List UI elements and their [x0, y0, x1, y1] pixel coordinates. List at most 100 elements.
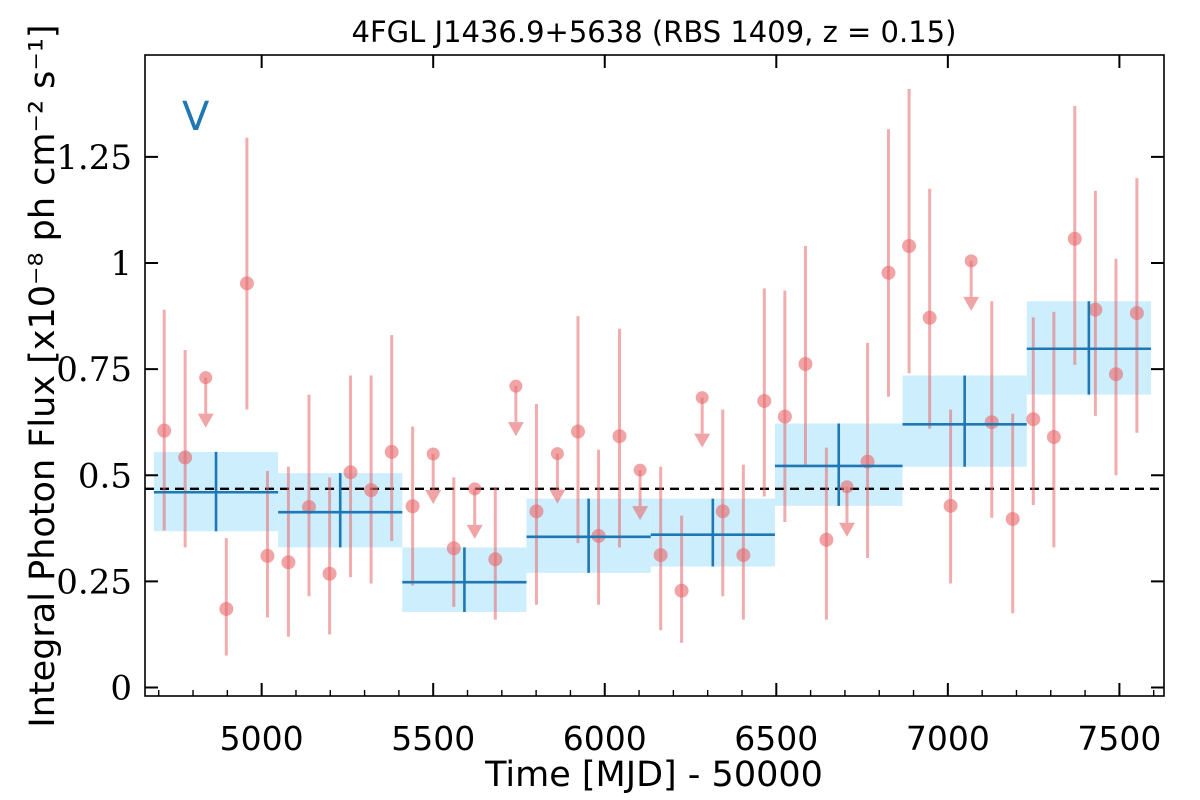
monthly-points-layer [157, 88, 1144, 656]
monthly-point-38 [1129, 178, 1144, 433]
monthly-point-25 [819, 447, 834, 620]
axis-ticks: 5000 5500 6000 6500 7000 7500 0 0.25 0.5 0.75 1 1.2… [56, 55, 1164, 758]
upper-limit-marker [840, 480, 854, 494]
yearly-bins-layer [153, 301, 1151, 612]
monthly-point-23 [777, 290, 792, 522]
monthly-point-35 [1067, 105, 1082, 365]
monthly-point-marker [653, 548, 668, 563]
monthly-point-marker [281, 555, 296, 570]
monthly-point-marker [777, 409, 792, 424]
monthly-point-marker [1005, 511, 1020, 526]
monthly-point-marker [1088, 302, 1103, 317]
monthly-point-8 [343, 375, 358, 578]
monthly-point-marker [343, 465, 358, 480]
monthly-point-21 [736, 464, 751, 620]
y-tick-label: 1 [110, 244, 132, 284]
monthly-point-marker [529, 504, 544, 519]
x-axis-title: Time [MJD] - 50000 [484, 755, 823, 795]
monthly-point-37 [1108, 258, 1123, 476]
upper-limit-arrowhead [632, 506, 649, 521]
upper-limit-arrowhead [549, 489, 566, 504]
upper-limit-4 [549, 447, 566, 504]
monthly-point-24 [798, 246, 813, 465]
monthly-point-marker [1046, 430, 1061, 445]
upper-limit-arrowhead [466, 524, 483, 539]
y-tick-label: 0 [110, 669, 132, 709]
monthly-point-marker [570, 424, 585, 439]
monthly-point-11 [405, 426, 420, 586]
monthly-point-12 [446, 477, 461, 607]
chart-title: 4FGL J1436.9+5638 (RBS 1409, z = 0.15) [352, 15, 957, 49]
monthly-point-19 [674, 515, 689, 643]
yearly-bin-5 [774, 423, 903, 506]
y-tick-label: 0.25 [56, 562, 132, 602]
monthly-point-marker [715, 504, 730, 519]
monthly-point-marker [612, 429, 627, 444]
upper-limit-1 [425, 447, 442, 505]
yearly-bin-6 [902, 375, 1027, 467]
monthly-point-marker [1067, 231, 1082, 246]
upper-limit-marker [426, 447, 440, 461]
monthly-point-marker [819, 532, 834, 547]
monthly-point-31 [984, 301, 999, 518]
monthly-point-marker [384, 444, 399, 459]
monthly-point-marker [943, 498, 958, 513]
y-tick-label: 0.75 [56, 350, 132, 390]
monthly-point-27 [881, 129, 896, 397]
monthly-point-18 [653, 466, 668, 631]
yearly-bin-3 [526, 498, 651, 573]
panel-label: V [182, 94, 210, 140]
monthly-point-marker [798, 357, 813, 372]
monthly-point-10 [384, 335, 399, 542]
yearly-bin-0 [153, 451, 279, 532]
monthly-point-marker [984, 415, 999, 430]
upper-limit-marker [550, 447, 564, 461]
monthly-point-marker [1108, 367, 1123, 382]
x-tick-label: 6500 [734, 719, 818, 758]
y-tick-label: 0.5 [78, 456, 132, 496]
monthly-point-0 [157, 309, 172, 531]
monthly-point-7 [322, 477, 337, 635]
monthly-point-34 [1046, 311, 1061, 548]
upper-limit-7 [838, 480, 855, 537]
upper-limit-arrowhead [425, 490, 442, 505]
monthly-point-4 [260, 471, 275, 618]
upper-limit-marker [468, 482, 482, 496]
monthly-point-marker [736, 548, 751, 563]
monthly-point-15 [570, 316, 585, 544]
monthly-point-marker [302, 500, 317, 515]
monthly-point-30 [943, 409, 958, 584]
upper-limits-layer [197, 254, 980, 539]
monthly-point-marker [157, 423, 172, 438]
monthly-point-marker [881, 265, 896, 280]
yearly-bin-1 [278, 473, 403, 548]
yearly-bin-7 [1026, 301, 1151, 395]
monthly-point-marker [1026, 412, 1041, 427]
x-tick-label: 5500 [391, 719, 475, 758]
monthly-point-marker [219, 601, 234, 616]
upper-limit-marker [695, 391, 709, 405]
x-tick-label: 7500 [1077, 719, 1161, 758]
upper-limit-arrowhead [197, 413, 214, 428]
monthly-point-marker [757, 393, 772, 408]
monthly-point-marker [674, 583, 689, 598]
monthly-point-1 [178, 350, 193, 548]
monthly-point-marker [178, 450, 193, 465]
monthly-point-marker [260, 548, 275, 563]
monthly-point-marker [902, 239, 917, 254]
y-tick-label: 1.25 [56, 138, 132, 178]
upper-limit-arrowhead [838, 522, 855, 537]
monthly-point-5 [281, 466, 296, 637]
x-tick-label: 7000 [906, 719, 990, 758]
monthly-point-marker [322, 566, 337, 581]
monthly-point-14 [529, 403, 544, 605]
monthly-point-6 [302, 394, 317, 597]
monthly-point-17 [612, 328, 627, 548]
monthly-point-marker [446, 541, 461, 556]
monthly-point-28 [902, 88, 917, 374]
monthly-point-13 [488, 487, 503, 620]
monthly-point-20 [715, 409, 730, 597]
monthly-point-marker [364, 483, 379, 498]
upper-limit-marker [509, 379, 523, 393]
monthly-point-marker [1129, 306, 1144, 321]
